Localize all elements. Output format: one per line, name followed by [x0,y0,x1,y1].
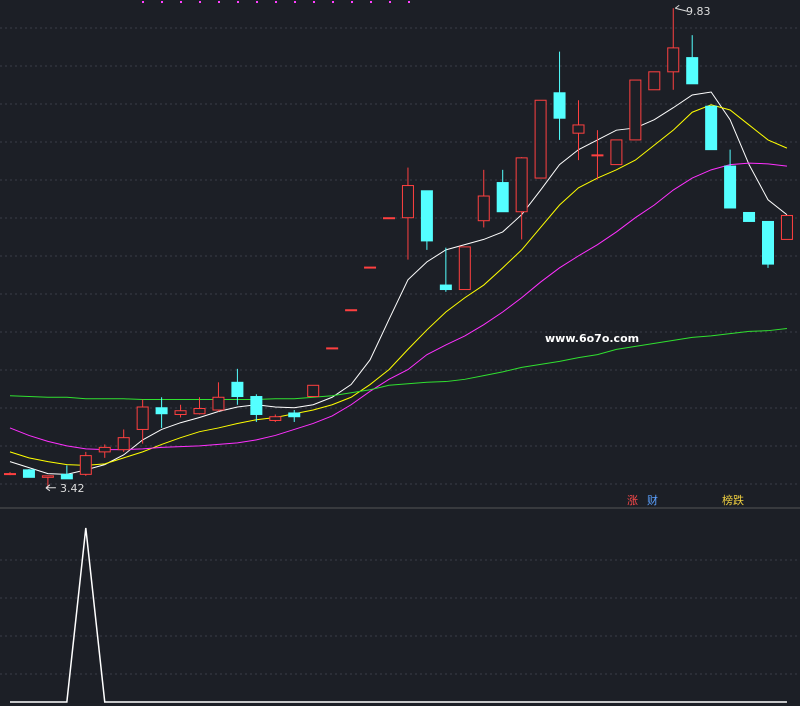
top-dot [351,1,353,3]
top-dot [180,1,182,3]
candle-body [762,220,774,265]
grid [0,1,800,675]
candle-body [364,266,377,269]
candle-body [60,473,73,480]
annotation-arrow [674,4,688,12]
candle-body [231,381,244,398]
candle-body [307,384,320,398]
low-label: 3.42 [60,482,85,495]
candle-body [136,406,149,430]
candle-body [79,455,92,475]
watermark: www.6o7o.com [545,332,639,345]
legend-item: 涨 [627,494,638,507]
candle-body [477,195,490,222]
annotation-arrow [45,484,56,492]
candle-body [458,246,471,291]
candle-body [155,407,168,415]
legend-item: 财 [647,493,658,507]
candle-body [553,92,566,119]
top-dot [237,1,239,3]
candle-body [591,154,604,157]
top-dot [218,1,220,3]
top-dot [313,1,315,3]
candle-body [269,416,282,421]
candle-body [439,284,452,291]
candle-body [572,124,585,134]
candle-body [705,105,718,151]
ma-line [9,327,788,401]
candle-body [534,99,547,179]
legend-item: 榜跌 [722,493,744,507]
candle-body [212,396,225,411]
top-dot [332,1,334,3]
candle-body [629,79,642,141]
candle-body [193,407,206,415]
ma-line [9,104,788,466]
candle-body [401,185,414,219]
top-dot [389,1,391,3]
high-label: 9.83 [686,5,711,18]
top-dot [142,1,144,3]
top-dot [256,1,258,3]
candle-body [4,473,16,476]
candle-body [22,469,35,478]
candle-body [743,211,756,222]
candle-body [610,139,623,166]
candle-body [667,47,680,73]
candle-body [496,182,509,213]
ma-line [9,91,788,475]
candle-body [383,217,395,220]
ma-line [9,162,788,451]
candle-body [648,71,661,91]
top-dot [370,1,372,3]
candle-body [686,57,699,85]
candle-body [515,157,528,213]
candle-body [288,412,301,418]
top-dot [161,1,163,3]
candle-body [98,446,111,453]
indicator-line [10,527,787,703]
candle-body [250,396,263,415]
candle-body [345,309,358,312]
top-dot [408,1,410,3]
candle-body [420,190,433,242]
top-dot [275,1,277,3]
candle-body [780,214,793,240]
top-dot [199,1,201,3]
candle-body [326,347,339,350]
candle-body [724,165,737,209]
candle-body [174,410,187,415]
candle-body [117,437,130,451]
candle-body [41,475,54,478]
marks [4,4,793,703]
top-dot [294,1,296,3]
